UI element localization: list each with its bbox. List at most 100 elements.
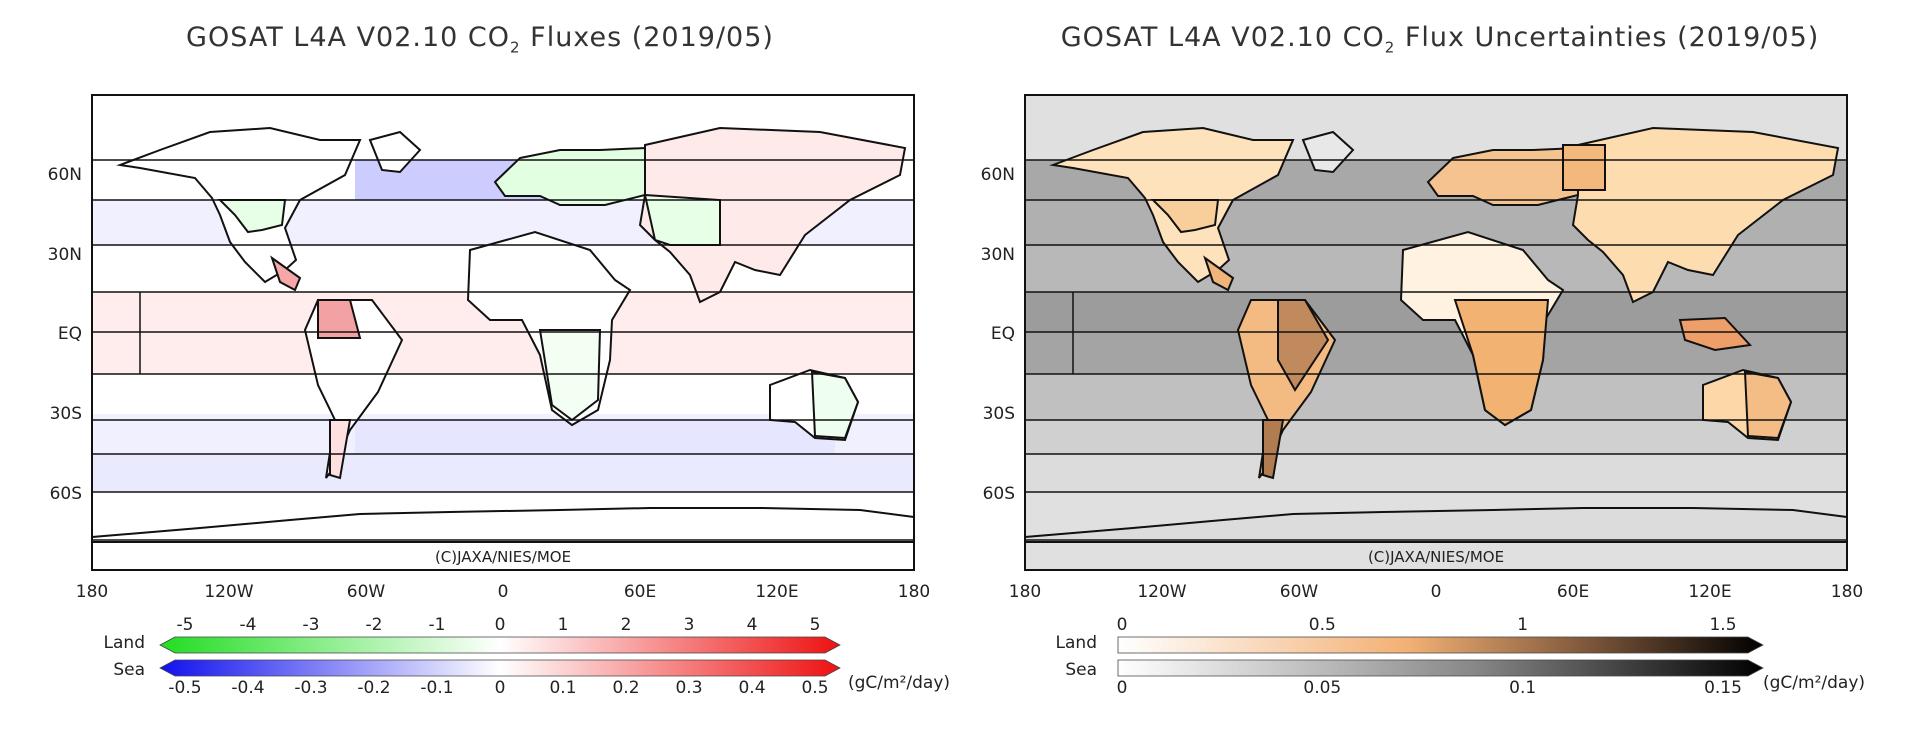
colorbar-tick-label: 1 <box>1517 615 1528 635</box>
colorbar-tick-label: 0.3 <box>675 678 702 698</box>
uncertainty-title: GOSAT L4A V02.10 CO2 Flux Uncertainties … <box>1060 22 1820 57</box>
colorbar-tick-label: -3 <box>303 615 320 635</box>
colorbar-tick-label: 0.1 <box>549 678 576 698</box>
lon-label: 0 <box>498 582 509 602</box>
region-central-asia <box>643 193 721 246</box>
lat-label: 60S <box>50 484 82 504</box>
lon-label: 120E <box>755 582 798 602</box>
lon-label: 60W <box>1280 582 1319 602</box>
lat-label: 30N <box>981 245 1015 265</box>
region-boundaries <box>92 159 914 541</box>
colorbar-tick-label: 0.15 <box>1704 678 1742 698</box>
region-amazon <box>1277 299 1330 392</box>
colorbar-tick-label: 0 <box>1117 678 1128 698</box>
uncertainty-map: (C)JAXA/NIES/MOE 60N 30N EQ 30S 60S 180 … <box>981 94 1865 698</box>
colorbar-tick-label: 3 <box>684 615 695 635</box>
colorbar-tick-label: -1 <box>429 615 446 635</box>
lon-label: 60E <box>1557 582 1589 602</box>
ocean-band <box>92 454 914 492</box>
colorbar-tick-label: 2 <box>621 615 632 635</box>
colorbar-tick-label: 0 <box>495 678 506 698</box>
lon-label: 180 <box>1009 582 1041 602</box>
flux-title: GOSAT L4A V02.10 CO2 Fluxes (2019/05) <box>186 22 774 57</box>
colorbar-tick-label: 0.5 <box>801 678 828 698</box>
ocean-band <box>92 332 914 374</box>
region-central-america <box>1203 255 1235 292</box>
map-frame <box>91 94 915 571</box>
asia <box>638 126 907 304</box>
map-frame <box>1024 94 1848 571</box>
europe <box>1426 146 1579 206</box>
colorbar-land-ticks: 0 0.5 1 1.5 <box>1117 615 1737 635</box>
colorbar-land-label: Land <box>1056 633 1097 653</box>
colorbar-tick-label: 0.1 <box>1509 678 1536 698</box>
region-russia-west <box>1562 144 1606 191</box>
copyright-label: (C)JAXA/NIES/MOE <box>435 548 571 566</box>
colorbar-tick-label: 1 <box>558 615 569 635</box>
colorbar-sea-ticks: 0 0.05 0.1 0.15 <box>1117 678 1742 698</box>
lon-label: 120W <box>204 582 253 602</box>
colorbar-land-label: Land <box>104 633 145 653</box>
colorbar-tick-label: -4 <box>240 615 257 635</box>
colorbar-unit: (gC/m²/day) <box>1763 673 1865 693</box>
colorbar-tick-label: 0 <box>1117 615 1128 635</box>
flux-panel: GOSAT L4A V02.10 CO2 Fluxes (2019/05) <box>48 22 950 698</box>
lon-label: 60W <box>347 582 386 602</box>
ocean-band <box>1025 420 1847 454</box>
greenland <box>1301 130 1355 174</box>
colorbar-land <box>1117 636 1764 654</box>
lon-label: 180 <box>76 582 108 602</box>
continents <box>91 126 915 543</box>
lat-label: 60N <box>981 165 1015 185</box>
region-boundaries <box>1025 159 1847 541</box>
lat-label: 30S <box>983 404 1015 424</box>
colorbar-tick-label: 0.5 <box>1309 615 1336 635</box>
lat-label: EQ <box>991 324 1015 344</box>
region-central-america <box>270 255 302 292</box>
colorbar-sea-label: Sea <box>113 660 145 680</box>
colorbar-tick-label: -0.4 <box>231 678 264 698</box>
colorbar-tick-label: -2 <box>366 615 383 635</box>
colorbar-sea-label: Sea <box>1065 660 1097 680</box>
colorbar-tick-label: 0.4 <box>738 678 765 698</box>
colorbar-tick-label: 0 <box>495 615 506 635</box>
colorbar-tick-label: 4 <box>747 615 758 635</box>
colorbar-tick-label: -0.3 <box>294 678 327 698</box>
region-southeast-asia <box>1678 316 1753 352</box>
colorbar-tick-label: 5 <box>810 615 821 635</box>
lon-label: 60E <box>624 582 656 602</box>
greenland <box>368 130 422 174</box>
uncertainty-panel: GOSAT L4A V02.10 CO2 Flux Uncertainties … <box>960 0 1920 750</box>
colorbar-unit: (gC/m²/day) <box>848 673 950 693</box>
colorbar-tick-label: 1.5 <box>1709 615 1736 635</box>
colorbar-tick-label: -5 <box>177 615 194 635</box>
lat-label: 30N <box>48 245 82 265</box>
asia <box>1571 126 1840 304</box>
colorbar-tick-label: 0.05 <box>1303 678 1341 698</box>
colorbar-land <box>159 636 841 654</box>
copyright-label: (C)JAXA/NIES/MOE <box>1368 548 1504 566</box>
colorbar-sea <box>159 659 841 677</box>
lat-label: EQ <box>58 324 82 344</box>
lon-label: 120E <box>1688 582 1731 602</box>
ocean-band <box>1025 454 1847 492</box>
ocean-band <box>355 420 835 456</box>
colorbar-tick-label: -0.1 <box>420 678 453 698</box>
colorbar-tick-label: -0.5 <box>168 678 201 698</box>
flux-map: (C)JAXA/NIES/MOE 60N 30N EQ 30S 60S 180 … <box>48 94 950 698</box>
lon-label: 180 <box>898 582 930 602</box>
lat-label: 60N <box>48 165 82 185</box>
colorbar-sea <box>1117 659 1764 677</box>
lon-label: 120W <box>1137 582 1186 602</box>
lat-label: 60S <box>983 484 1015 504</box>
europe <box>493 146 646 206</box>
region-southern-africa <box>538 329 602 422</box>
lon-label: 0 <box>1431 582 1442 602</box>
colorbar-tick-label: 0.2 <box>612 678 639 698</box>
colorbar-tick-label: -0.2 <box>357 678 390 698</box>
lat-label: 30S <box>50 404 82 424</box>
lon-label: 180 <box>1831 582 1863 602</box>
region-south-america-north <box>317 299 362 339</box>
colorbar-sea-ticks: -0.5 -0.4 -0.3 -0.2 -0.1 0 0.1 0.2 0.3 0.4 0.5 <box>168 678 828 698</box>
colorbar-land-ticks: -5 -4 -3 -2 -1 0 1 2 3 4 5 <box>177 615 821 635</box>
